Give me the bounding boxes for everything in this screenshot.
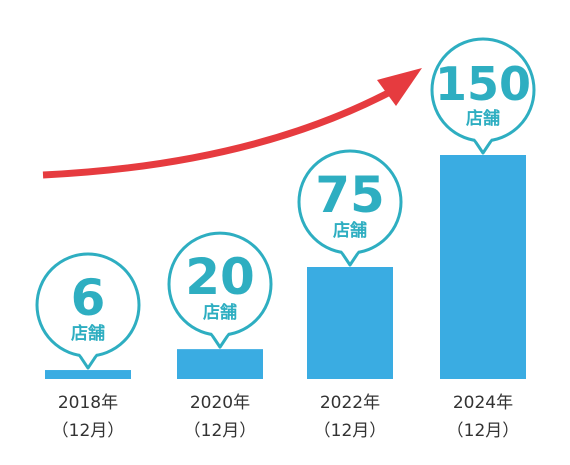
- bubble-tail-fill: [78, 352, 98, 365]
- x-tick-label-year: 2022年: [320, 393, 380, 413]
- bubble-tail-fill: [210, 331, 230, 344]
- x-tick-label-year: 2018年: [58, 393, 118, 413]
- bar-2022: [307, 267, 393, 379]
- bar-2018: [45, 370, 131, 379]
- trend-arrow-head: [377, 68, 422, 106]
- data-label-value: 150: [435, 57, 531, 111]
- growth-trend-arrow: [42, 68, 422, 179]
- data-label-value: 75: [315, 166, 385, 224]
- x-tick-label-month: （12月）: [447, 421, 520, 441]
- data-label-unit: 店舗: [71, 323, 105, 344]
- x-tick-label-month: （12月）: [52, 421, 125, 441]
- data-label-unit: 店舗: [333, 220, 367, 241]
- data-label-value: 20: [185, 248, 255, 306]
- value-bubble: 6店舗: [35, 252, 141, 370]
- bubble-tail-fill: [473, 137, 493, 149]
- x-tick-label-month: （12月）: [314, 421, 387, 441]
- data-label-unit: 店舗: [203, 302, 237, 323]
- x-tick-label-month: （12月）: [184, 421, 257, 441]
- data-label-value: 6: [71, 269, 106, 327]
- bar-2020: [177, 349, 263, 379]
- data-label-unit: 店舗: [466, 108, 500, 129]
- bar-2024: [440, 155, 526, 379]
- x-tick-label-year: 2020年: [190, 393, 250, 413]
- trend-arrow-shaft: [42, 88, 392, 179]
- x-tick-label-year: 2024年: [453, 393, 513, 413]
- bubble-tail-fill: [340, 249, 360, 261]
